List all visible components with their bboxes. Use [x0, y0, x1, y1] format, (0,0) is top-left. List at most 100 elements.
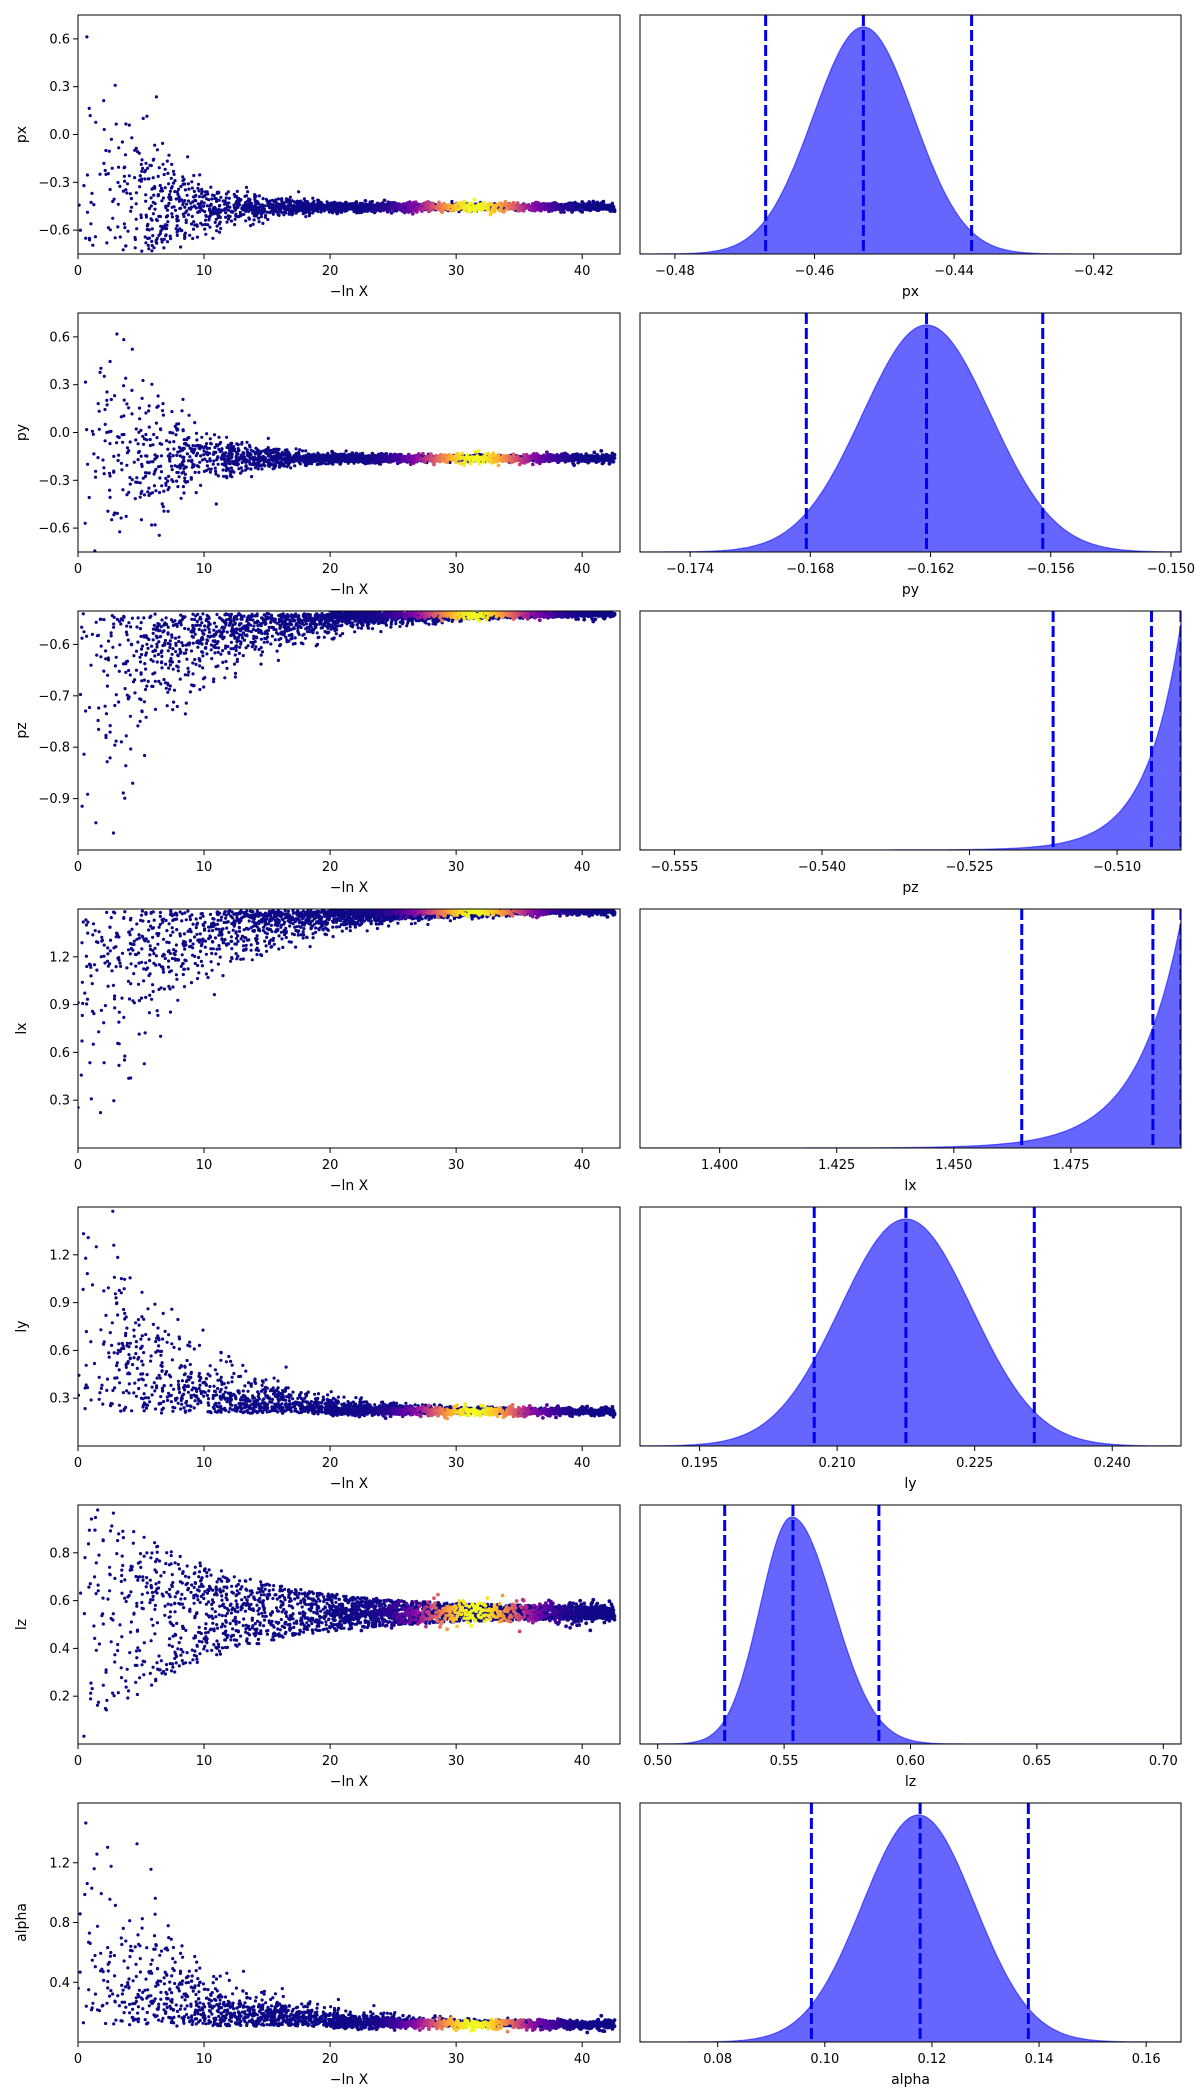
sample-point	[309, 203, 313, 207]
sample-point	[185, 452, 189, 456]
posterior-outline	[640, 26, 1181, 254]
sample-point	[205, 450, 209, 454]
sample-point	[264, 213, 268, 218]
weighted-point	[521, 208, 526, 213]
sample-point	[127, 406, 131, 410]
sample-point	[153, 453, 157, 457]
sample-point	[246, 190, 250, 194]
sample-point	[159, 224, 163, 228]
sample-point	[162, 246, 166, 250]
sample-point	[97, 382, 100, 385]
x-tick-label: −0.42	[1074, 264, 1114, 279]
sample-point	[144, 193, 148, 197]
sample-point	[154, 95, 158, 99]
sample-point	[124, 188, 128, 192]
sample-point	[245, 448, 249, 452]
weighted-point	[472, 197, 477, 202]
sample-point	[190, 186, 194, 190]
sample-point	[141, 434, 145, 438]
sample-point	[292, 206, 296, 210]
sample-point	[108, 228, 112, 232]
sample-point	[166, 447, 170, 451]
sample-point	[123, 179, 127, 183]
weighted-point	[389, 211, 394, 215]
sample-point	[229, 219, 234, 223]
sample-point	[163, 167, 167, 171]
sample-point	[248, 224, 253, 228]
sample-point	[167, 201, 171, 205]
sample-point	[187, 187, 191, 191]
sample-point	[146, 177, 150, 181]
sample-point	[110, 166, 114, 170]
sample-point	[237, 215, 241, 219]
sample-point	[111, 216, 115, 220]
sample-point	[158, 476, 162, 480]
sample-point	[210, 197, 214, 201]
sample-point	[200, 223, 205, 227]
sample-point	[167, 153, 171, 157]
sample-point	[140, 169, 144, 173]
sample-point	[148, 443, 152, 448]
sample-point	[247, 217, 252, 221]
sample-point	[308, 207, 312, 211]
y-tick-label: 0.6	[49, 32, 70, 47]
sample-point	[191, 256, 194, 259]
sample-point	[92, 203, 96, 207]
sample-point	[78, 301, 81, 304]
sample-point	[117, 165, 121, 169]
y-axis-label: px	[14, 126, 30, 143]
x-tick-label: 20	[322, 264, 339, 279]
sample-point	[121, 440, 125, 444]
sample-point	[268, 461, 272, 466]
sample-point	[293, 464, 297, 468]
sample-point	[153, 207, 157, 211]
sample-point	[190, 180, 194, 184]
sample-point	[320, 202, 324, 206]
sample-point	[152, 472, 156, 476]
sample-point	[160, 502, 164, 506]
sample-point	[141, 116, 145, 120]
sample-point	[171, 454, 175, 458]
sample-point	[152, 484, 157, 488]
sample-point	[170, 162, 174, 166]
sample-point	[125, 463, 129, 467]
sample-point	[93, 235, 97, 239]
sample-point	[150, 239, 154, 243]
sample-point	[324, 207, 328, 211]
sample-point	[179, 229, 183, 233]
plot-area	[78, 35, 617, 385]
weighted-point	[375, 201, 380, 206]
sample-point	[123, 226, 127, 230]
sample-point	[137, 430, 141, 434]
sample-point	[253, 193, 257, 197]
weighted-point	[406, 210, 411, 214]
sample-point	[98, 370, 102, 374]
sample-point	[152, 246, 156, 250]
sample-point	[316, 209, 320, 214]
sample-point	[610, 202, 615, 206]
sample-point	[224, 206, 228, 211]
sample-point	[214, 197, 218, 201]
sample-point	[233, 223, 237, 227]
sample-point	[200, 435, 204, 439]
sample-point	[156, 193, 161, 197]
sample-point	[206, 223, 210, 227]
sample-point	[169, 186, 173, 190]
weighted-point	[339, 210, 344, 215]
sample-point	[181, 428, 185, 432]
sample-point	[108, 495, 112, 499]
sample-point	[107, 269, 110, 272]
sample-point	[107, 471, 112, 475]
sample-point	[140, 177, 144, 181]
sample-point	[215, 229, 219, 233]
sample-point	[149, 204, 153, 208]
sample-point	[288, 201, 292, 205]
sample-point	[217, 230, 222, 234]
sample-point	[147, 206, 152, 211]
weighted-point	[612, 208, 617, 212]
sample-point	[124, 514, 128, 519]
sample-point	[192, 204, 196, 208]
sample-point	[107, 430, 111, 434]
sample-point	[147, 404, 151, 408]
